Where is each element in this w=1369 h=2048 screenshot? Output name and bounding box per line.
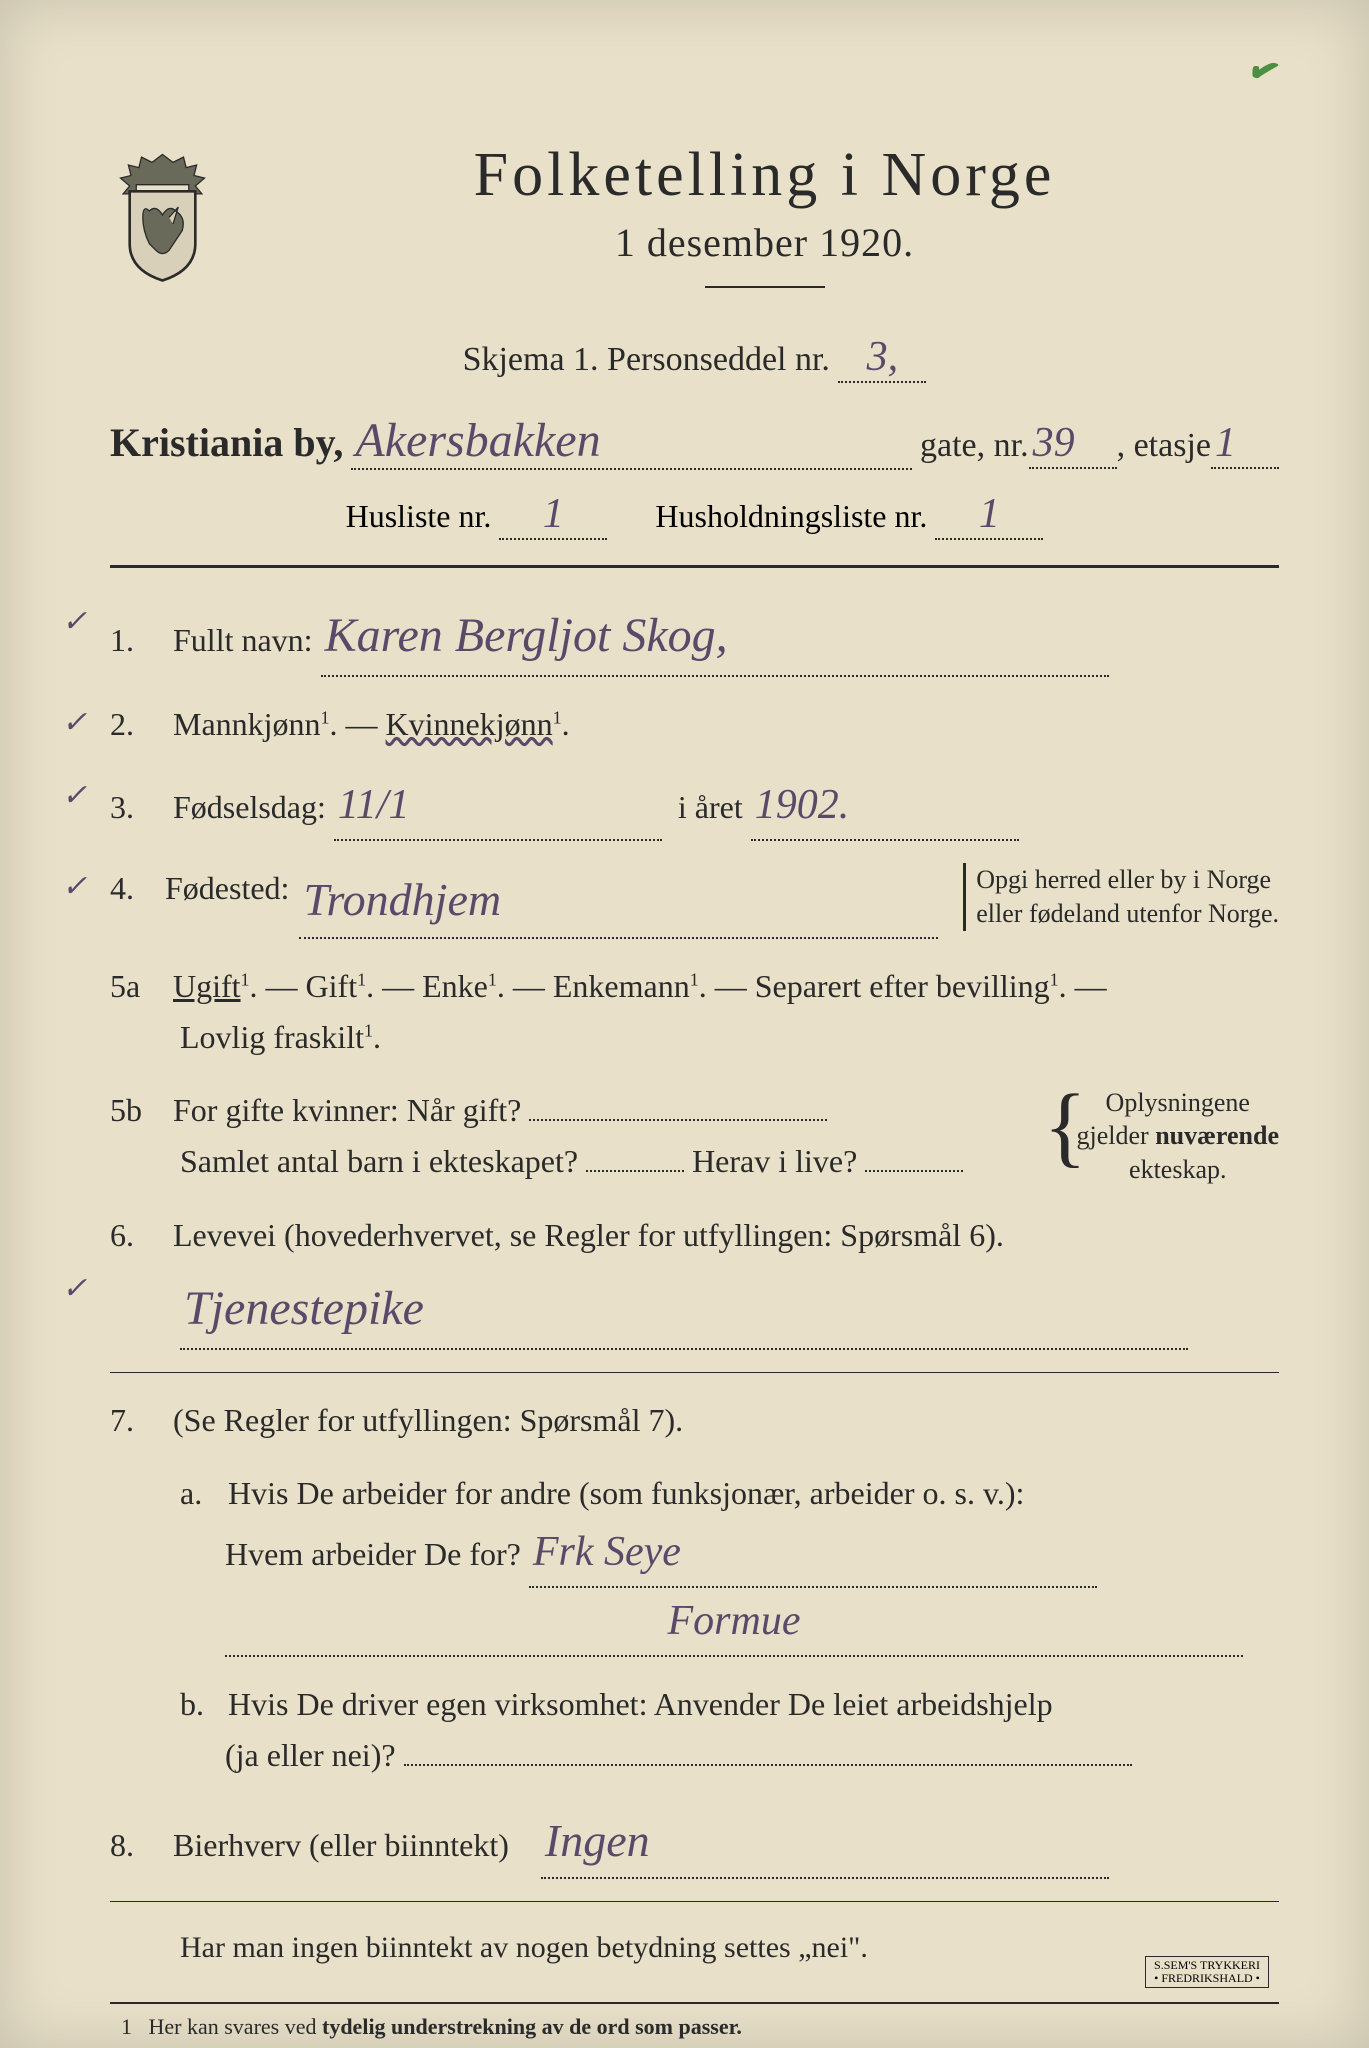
etasje-nr: 1 [1211,419,1279,469]
q8-note: Har man ingen biinntekt av nogen betydni… [180,1924,1279,1972]
q4-label: Fødested: [165,863,289,914]
street-name: Akersbakken [351,413,912,470]
city-label: Kristiania by, [110,419,343,466]
q7a-l1: Hvis De arbeider for andre (som funksjon… [228,1475,1024,1511]
q5a-enke: Enke [422,968,488,1004]
gate-nr: 39 [1029,419,1117,469]
question-7a: a. Hvis De arbeider for andre (som funks… [180,1468,1279,1658]
q5a-gift: Gift [306,968,358,1004]
title-block: Folketelling i Norge 1 desember 1920. [250,140,1279,313]
q8-num: 8. [110,1820,165,1871]
thin-rule-2 [110,1901,1279,1902]
q5b-gift-year [529,1091,827,1121]
q6-value: Tjenestepike [180,1271,1188,1350]
q1-label: Fullt navn: [173,622,313,658]
footnote: 1 Her kan svares ved tydelig understrekn… [110,2014,1279,2040]
q7-label: (Se Regler for utfyllingen: Spørsmål 7). [173,1402,683,1438]
question-5a: 5a Ugift1. — Gift1. — Enke1. — Enkemann1… [110,961,1279,1063]
q7b-l2: (ja eller nei)? [225,1737,396,1773]
q2-dash: — [346,706,386,742]
q2-num: 2. [110,699,165,750]
sup: 1 [321,707,330,727]
title-rule [705,286,825,288]
q7a-val1: Frk Seye [529,1519,1097,1588]
q7-num: 7. [110,1395,165,1446]
q5a-fraskilt: Lovlig fraskilt [180,1019,364,1055]
q5b-l1: For gifte kvinner: Når gift? [173,1092,521,1128]
q5b-num: 5b [110,1085,165,1136]
check-4: ✓ [62,863,87,911]
husholdning-label: Husholdningsliste nr. [655,498,927,534]
q5a-separert: Separert efter bevilling [755,968,1050,1004]
census-form-page: ✔ Folketelling i Norge 1 desember 1920. … [0,0,1369,2048]
q7b-l1: Hvis De driver egen virksomhet: Anvender… [228,1686,1053,1722]
q1-num: 1. [110,615,165,666]
q3-year: 1902. [751,772,1019,841]
q1-value: Karen Bergljot Skog, [321,598,1109,677]
footnote-rule [110,2002,1279,2004]
q2-mann: Mannkjønn [173,706,321,742]
q7a-l2: Hvem arbeider De for? [225,1536,521,1572]
q3-label: Fødselsdag: [173,789,326,825]
q5b-barn [586,1142,684,1172]
q7a-num: a. [180,1468,220,1519]
q3-num: 3. [110,782,165,833]
check-1: ✓ [62,598,87,646]
q7b-val [404,1736,1132,1766]
q7a-val2: Formue [225,1588,1243,1657]
coat-of-arms [110,150,215,285]
q4-num: 4. [110,863,165,914]
q5b-l2a: Samlet antal barn i ekteskapet? [180,1143,578,1179]
husholdning-nr: 1 [935,490,1043,540]
question-6: 6. Levevei (hovederhvervet, se Regler fo… [110,1210,1279,1350]
q4-note: Opgi herred eller by i Norge eller fødel… [963,863,1279,931]
etasje-label: , etasje [1117,427,1211,465]
section-rule-1 [110,565,1279,568]
husliste-line: Husliste nr. 1 Husholdningsliste nr. 1 [110,490,1279,540]
check-3: ✓ [62,772,87,820]
husliste-nr: 1 [499,490,607,540]
address-line: Kristiania by, Akersbakken gate, nr. 39 … [110,413,1279,470]
q6-label: Levevei (hovederhvervet, se Regler for u… [173,1217,1004,1253]
question-7: 7. (Se Regler for utfyllingen: Spørsmål … [110,1395,1279,1446]
check-2: ✓ [62,699,87,747]
question-4: ✓ 4. Fødested: Trondhjem Opgi herred ell… [110,863,1279,939]
question-3: ✓ 3. Fødselsdag: 11/1 i året 1902. [110,772,1279,841]
husliste-label: Husliste nr. [346,498,492,534]
skjema-label: Skjema 1. Personseddel nr. [463,341,830,378]
q5a-ugift: Ugift [173,968,241,1004]
question-2: ✓ 2. Mannkjønn1. — Kvinnekjønn1. [110,699,1279,750]
thin-rule-1 [110,1372,1279,1373]
q3-year-label: i året [678,789,743,825]
q5b-live [865,1142,963,1172]
question-1: ✓ 1. Fullt navn: Karen Bergljot Skog, [110,598,1279,677]
q5b-l2b: Herav i live? [692,1143,857,1179]
question-5b: 5b For gifte kvinner: Når gift? Samlet a… [110,1085,1279,1187]
header: Folketelling i Norge 1 desember 1920. [110,140,1279,313]
q4-value: Trondhjem [299,863,938,939]
q5a-num: 5a [110,961,165,1012]
q5b-note: Oplysningene gjelder nuværende ekteskap. [1049,1086,1279,1187]
q8-value: Ingen [541,1804,1109,1880]
printer-stamp: S.SEM'S TRYKKERI • FREDRIKSHALD • [1145,1956,1269,1988]
q3-day: 11/1 [334,772,662,841]
main-title: Folketelling i Norge [250,140,1279,211]
q6-num: 6. [110,1210,165,1261]
personseddel-nr: 3, [838,333,926,383]
q7b-num: b. [180,1679,220,1730]
q8-label: Bierhverv (eller biinntekt) [173,1827,509,1863]
question-7b: b. Hvis De driver egen virksomhet: Anven… [180,1679,1279,1781]
q2-kvinne: Kvinnekjønn [386,706,553,742]
check-6: ✓ [62,1265,87,1313]
green-checkmark: ✔ [1243,46,1286,96]
skjema-line: Skjema 1. Personseddel nr. 3, [110,333,1279,383]
gate-label: gate, nr. [920,427,1029,465]
subtitle: 1 desember 1920. [250,219,1279,266]
question-8: 8. Bierhverv (eller biinntekt) Ingen [110,1804,1279,1880]
q5a-enkemann: Enkemann [553,968,690,1004]
